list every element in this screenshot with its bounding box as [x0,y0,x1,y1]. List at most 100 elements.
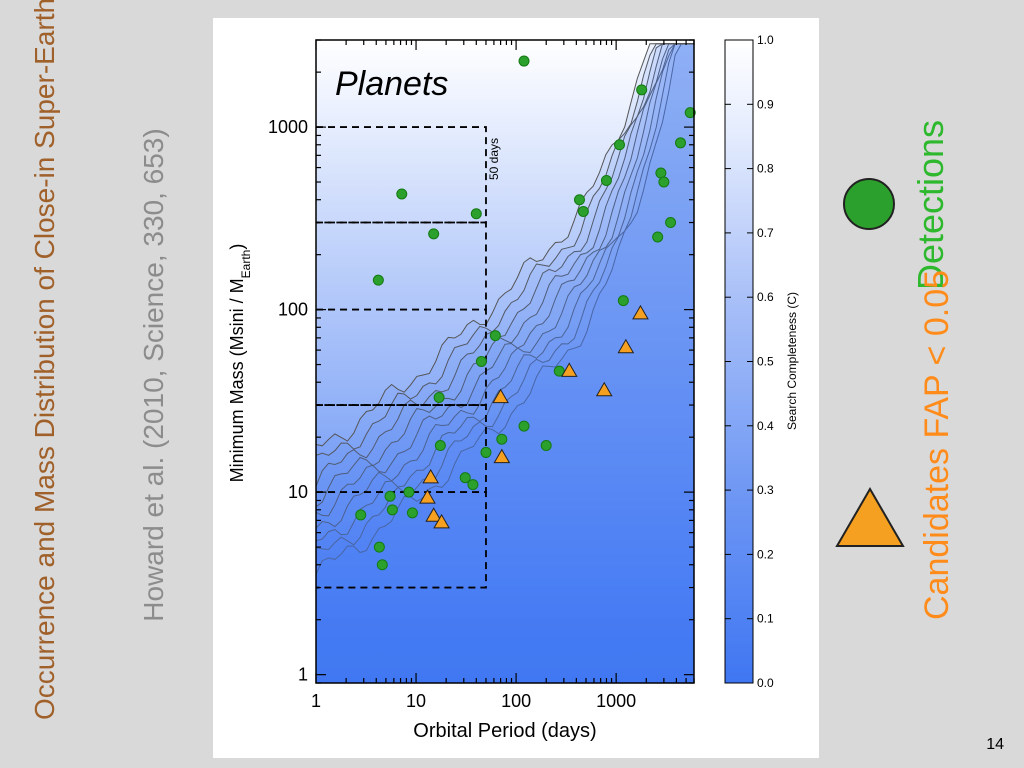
y-axis-label-close: ) [227,244,247,250]
completeness-band [316,43,694,683]
contour-line [315,43,694,487]
detection-point [480,446,492,458]
colorbar-tick-label: 0.3 [757,483,774,497]
boundary-label: 50 days [487,138,501,180]
detection-point [518,55,530,67]
contour-line [315,43,694,575]
detection-point [428,228,440,240]
completeness-band [316,43,694,683]
detection-point [675,137,687,149]
completeness-band [316,43,694,683]
detection-point [467,479,479,491]
detection-point [386,504,398,516]
detection-point [373,541,385,553]
candidate-point [493,448,511,464]
detection-point [355,509,367,521]
y-tick-label: 1000 [268,117,308,137]
detection-point [489,330,501,342]
colorbar-tick-label: 0.6 [757,290,774,304]
completeness-band [316,43,694,683]
chart-title: Planets [335,65,448,103]
x-tick-label: 1 [311,691,321,711]
page-number: 14 [986,736,1004,753]
completeness-band [316,43,694,683]
plot-background [316,40,694,683]
candidate-point [617,338,635,354]
detection-point [600,174,612,186]
detections-legend-marker [843,178,895,230]
data-points [355,55,696,571]
detection-point [470,208,482,220]
slide-title: Occurrence and Mass Distribution of Clos… [29,0,60,720]
candidate-point [419,489,436,504]
detection-point [403,486,415,498]
colorbar-tick-label: 0.8 [757,162,774,176]
y-tick-label: 10 [288,482,308,502]
detection-point [652,231,664,243]
detection-point [636,84,648,96]
contour-line [315,43,694,517]
candidate-point [632,304,649,320]
x-tick-label: 1000 [596,691,636,711]
detection-point [376,559,388,571]
mass-bin-box [316,126,487,224]
colorbar-tick-label: 0.9 [757,97,774,111]
completeness-figure: 1 10 100 1000 1 10 100 1000 Planets 50 days Orb… [227,33,799,742]
figure-panel: 1 10 100 1000 1 10 100 1000 Planets 50 days Orb… [213,18,819,758]
detection-point [496,433,508,445]
citation: Howard et al. (2010, Science, 330, 653) [138,128,169,622]
detection-point [406,507,418,519]
candidate-point [425,507,443,522]
detection-point [573,194,585,206]
candidates-legend-marker [835,487,905,547]
plot-frame [315,39,695,684]
colorbar-tick-label: 0.1 [757,612,774,626]
candidate-point [492,388,509,404]
detection-point [434,440,446,452]
colorbar-ticks: 0.0 0.1 0.2 0.3 0.4 0.5 0.6 0.7 0.8 0.9 1.0 [725,33,774,690]
detection-point [372,274,384,286]
colorbar-tick-label: 0.7 [757,226,774,240]
y-axis-label-main: Minimum Mass (Msini / M [227,278,247,482]
x-axis-label: Orbital Period (days) [413,720,596,742]
y-axis-label: Minimum Mass (Msini / MEarth) [227,244,253,483]
detection-point [384,490,396,502]
y-tick-label: 100 [278,300,308,320]
completeness-band [316,43,694,683]
colorbar-label: Search Completeness (C) [785,292,799,430]
detection-point [658,176,670,188]
plot-area [315,43,694,683]
colorbar-tick-label: 1.0 [757,33,774,47]
completeness-band [316,43,694,683]
detection-point [540,440,552,452]
detection-point [684,107,696,119]
colorbar-tick-label: 0.5 [757,355,774,369]
contour-line [315,43,694,456]
candidate-point [560,362,578,377]
detection-point [665,217,677,229]
y-axis-label-sub: Earth [239,250,253,279]
candidate-point [422,468,440,484]
y-tick-label: 1 [298,665,308,685]
candidate-point [433,513,450,529]
colorbar-tick-label: 0.0 [757,676,774,690]
detection-point [655,167,667,179]
candidates-label: Candidates FAP < 0.05 [918,269,956,620]
detection-point [396,188,408,200]
detection-point [475,355,487,367]
detection-point [617,295,629,307]
completeness-band [316,43,694,683]
candidate-point [595,381,613,397]
x-tick-label: 10 [406,691,426,711]
colorbar-tick-label: 0.2 [757,547,774,561]
x-tick-label: 100 [501,691,531,711]
contour-line [315,43,694,447]
plot-axes: 1 10 100 1000 1 10 100 1000 [268,39,695,711]
completeness-band [316,43,694,683]
colorbar-tick-label: 0.4 [757,419,774,433]
detection-point [613,139,625,151]
detection-point [433,391,445,403]
contour-line [315,43,694,508]
detection-point [577,205,589,217]
detection-point [459,472,471,484]
